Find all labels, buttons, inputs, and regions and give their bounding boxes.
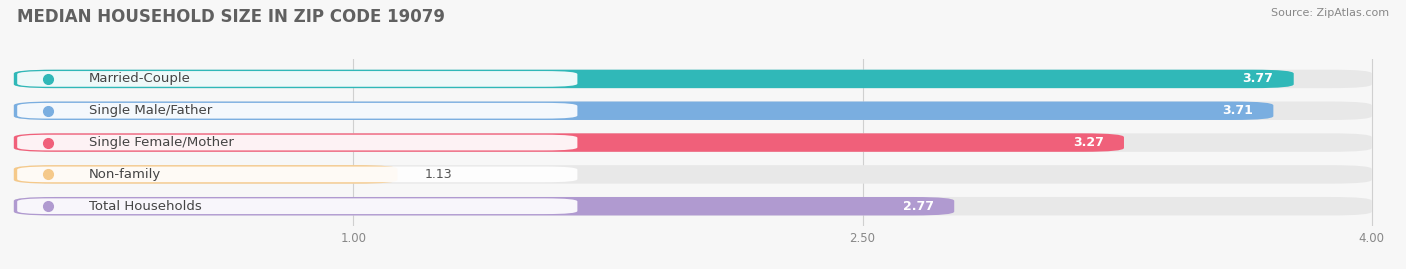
FancyBboxPatch shape bbox=[14, 70, 1372, 88]
Text: 1.13: 1.13 bbox=[425, 168, 453, 181]
FancyBboxPatch shape bbox=[14, 197, 955, 215]
Text: 3.27: 3.27 bbox=[1073, 136, 1104, 149]
Text: Total Households: Total Households bbox=[89, 200, 201, 213]
FancyBboxPatch shape bbox=[14, 101, 1274, 120]
Text: Non-family: Non-family bbox=[89, 168, 160, 181]
FancyBboxPatch shape bbox=[14, 101, 1372, 120]
FancyBboxPatch shape bbox=[14, 133, 1123, 152]
FancyBboxPatch shape bbox=[17, 103, 578, 119]
FancyBboxPatch shape bbox=[14, 165, 398, 184]
FancyBboxPatch shape bbox=[14, 133, 1372, 152]
Text: 3.71: 3.71 bbox=[1222, 104, 1253, 117]
FancyBboxPatch shape bbox=[17, 167, 578, 182]
Text: Single Male/Father: Single Male/Father bbox=[89, 104, 212, 117]
FancyBboxPatch shape bbox=[14, 70, 1294, 88]
FancyBboxPatch shape bbox=[14, 197, 1372, 215]
Text: 3.77: 3.77 bbox=[1243, 72, 1274, 86]
Text: Single Female/Mother: Single Female/Mother bbox=[89, 136, 233, 149]
Text: MEDIAN HOUSEHOLD SIZE IN ZIP CODE 19079: MEDIAN HOUSEHOLD SIZE IN ZIP CODE 19079 bbox=[17, 8, 444, 26]
FancyBboxPatch shape bbox=[17, 71, 578, 87]
Text: 2.77: 2.77 bbox=[903, 200, 934, 213]
FancyBboxPatch shape bbox=[17, 198, 578, 214]
Text: Married-Couple: Married-Couple bbox=[89, 72, 190, 86]
FancyBboxPatch shape bbox=[14, 165, 1372, 184]
FancyBboxPatch shape bbox=[17, 135, 578, 150]
Text: Source: ZipAtlas.com: Source: ZipAtlas.com bbox=[1271, 8, 1389, 18]
